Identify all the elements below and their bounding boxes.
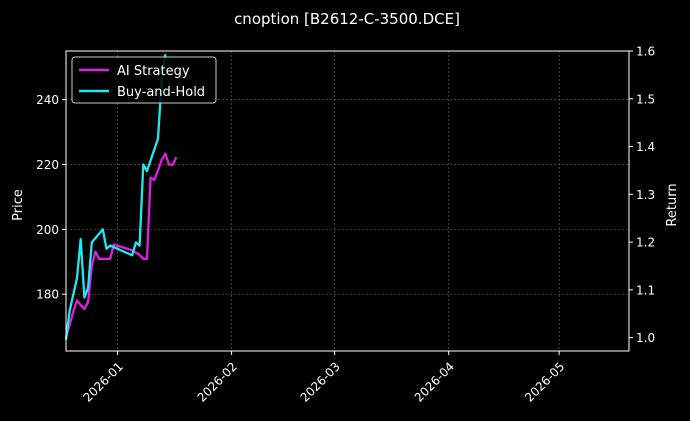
y-axis-label-right: Return (665, 183, 680, 226)
y-right-tick-label: 1.1 (636, 283, 655, 297)
series-line-buy-and-hold (64, 54, 167, 340)
y-right-tick-label: 1.6 (636, 45, 655, 59)
chart-title: cnoption [B2612-C-3500.DCE] (234, 10, 460, 28)
y-right-tick-label: 1.2 (636, 236, 655, 250)
series-line-ai-strategy (64, 152, 178, 338)
legend: AI Strategy Buy-and-Hold (71, 56, 217, 104)
y-left-tick-label: 220 (36, 158, 59, 172)
y-axis-label-left: Price (11, 189, 26, 221)
series-lines (64, 54, 178, 340)
legend-label-ai-strategy: AI Strategy (117, 64, 190, 79)
y-right-tick-label: 1.4 (636, 140, 655, 154)
y-left-tick-label: 200 (36, 223, 59, 237)
plot-frame (65, 50, 630, 352)
y-left-tick-label: 240 (36, 93, 59, 107)
y-right-tick-label: 1.3 (636, 188, 655, 202)
y-right-tick-label: 1.5 (636, 92, 655, 106)
y-right-tick-label: 1.0 (636, 331, 655, 345)
y-left-tick-label: 180 (36, 288, 59, 302)
legend-label-buy-and-hold: Buy-and-Hold (117, 85, 205, 100)
